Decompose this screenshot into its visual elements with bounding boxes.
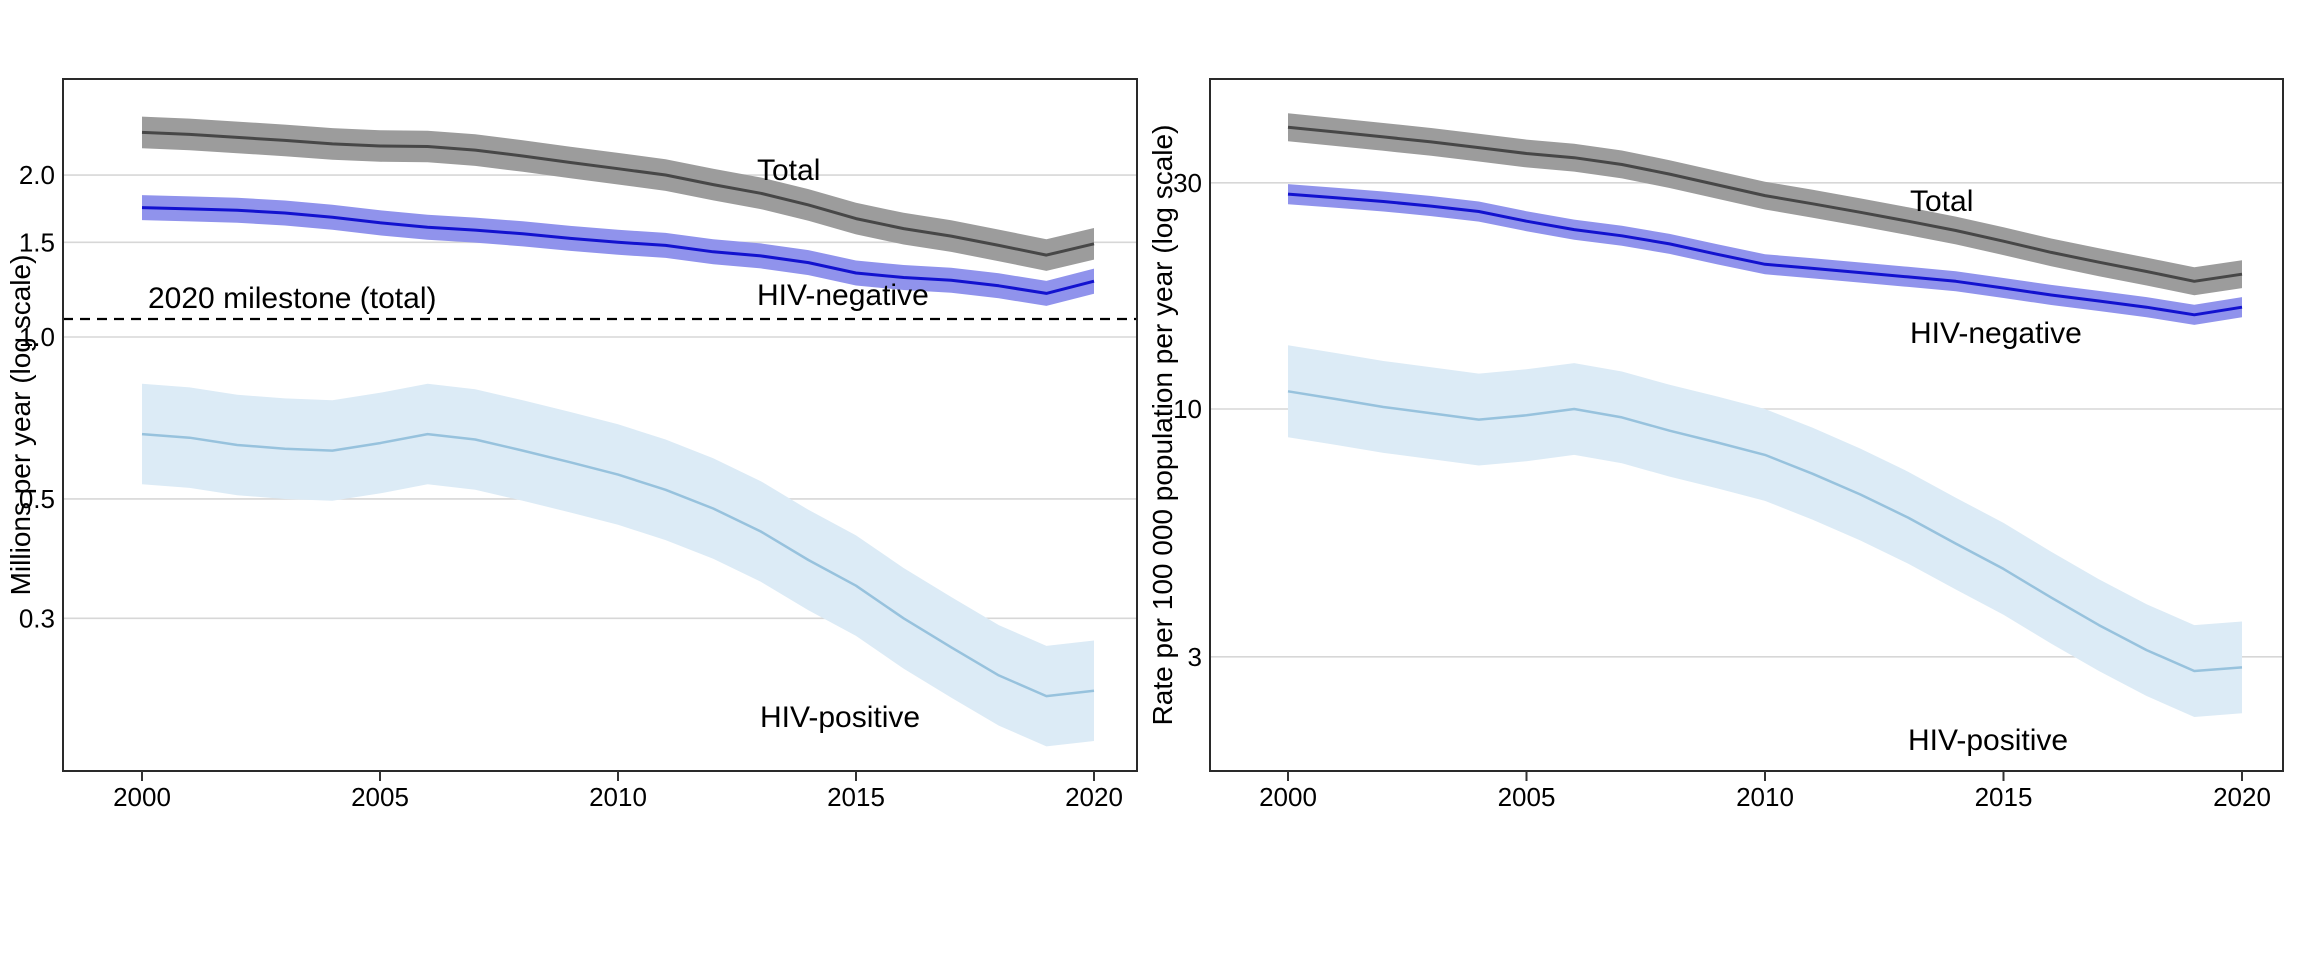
x-tick-label: 2010 [1736, 782, 1794, 812]
panel-border [62, 78, 1138, 772]
y-tick-label: 2.0 [19, 160, 55, 190]
milestone-label: 2020 milestone (total) [148, 282, 437, 315]
band-hiv-positive [142, 383, 1094, 747]
x-tick-label: 2015 [1975, 782, 2033, 812]
y-tick-label: 0.5 [19, 484, 55, 514]
band-total [1288, 113, 2242, 296]
x-tick-label: 2020 [2213, 782, 2271, 812]
x-tick-label: 2020 [1065, 782, 1123, 812]
band-hiv-negative [1288, 184, 2242, 325]
y-tick-label: 30 [1173, 168, 1202, 198]
line-hiv-positive [1287, 390, 2243, 673]
x-tick-label: 2005 [1498, 782, 1556, 812]
series-label-hiv-positive: HIV-positive [760, 701, 920, 734]
y-axis-title: Rate per 100 000 population per year (lo… [1147, 125, 1178, 726]
y-tick-label: 1.5 [19, 227, 55, 257]
y-tick-label: 10 [1173, 394, 1202, 424]
series-label-hiv-positive: HIV-positive [1908, 724, 2068, 757]
y-tick-label: 3 [1188, 642, 1202, 672]
series-label-total: Total [757, 154, 820, 187]
x-tick-label: 2010 [589, 782, 647, 812]
line-hiv-positive [141, 432, 1095, 698]
x-tick-label: 2000 [113, 782, 171, 812]
series-label-total: Total [1910, 185, 1973, 218]
rate-chart: 2000 2005 2010 2015 2020 30 10 3 Total HIV-negati… [1147, 78, 2284, 812]
band-hiv-positive [1288, 345, 2242, 717]
band-total [142, 116, 1094, 271]
x-tick-label: 2005 [351, 782, 409, 812]
y-axis-title: Millions per year (log scale) [5, 255, 36, 596]
line-total [1287, 125, 2243, 283]
series-label-hiv-negative: HIV-negative [757, 279, 929, 312]
line-total [141, 130, 1095, 257]
y-tick-label: 0.3 [19, 603, 55, 633]
deaths-chart: 2020 milestone (total) 2000 2005 2010 2015 20… [5, 78, 1138, 812]
series-label-hiv-negative: HIV-negative [1910, 317, 2082, 350]
panel-border [1209, 78, 2284, 772]
line-hiv-negative [1287, 192, 2243, 317]
line-hiv-negative [141, 206, 1095, 295]
x-tick-label: 2015 [827, 782, 885, 812]
x-tick-label: 2000 [1259, 782, 1317, 812]
y-tick-label: 1.0 [19, 322, 55, 352]
